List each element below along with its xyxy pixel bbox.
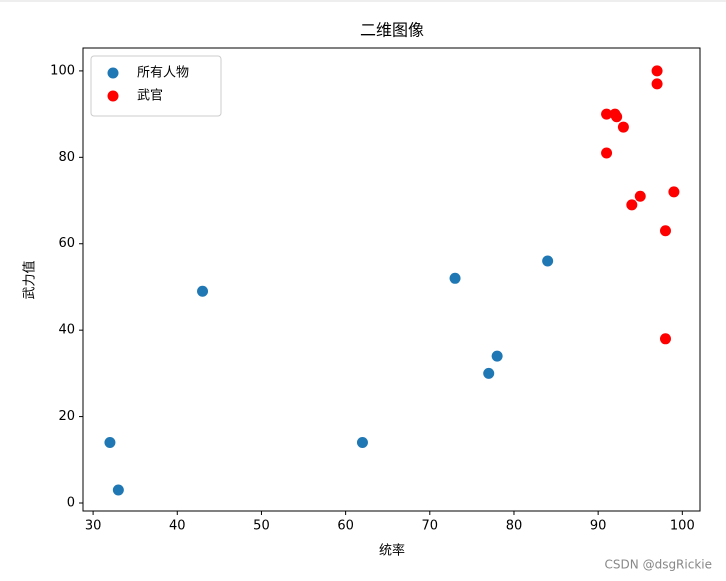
x-tick-label: 60 [337,519,354,534]
y-tick-label: 0 [67,496,75,511]
chart-title: 二维图像 [360,21,424,40]
scatter-point [611,111,623,123]
x-tick-label: 100 [670,519,695,534]
scatter-point [104,437,116,449]
scatter-point [634,190,646,202]
scatter-point [197,285,209,297]
watermark: CSDN @dsgRickie [605,558,712,572]
scatter-point [651,65,663,77]
y-axis-label: 武力值 [22,260,38,299]
scatter-point [601,147,613,159]
scatter-point [449,272,461,284]
legend-marker [107,67,119,79]
y-tick-label: 60 [58,236,75,251]
y-tick-label: 100 [50,63,75,78]
scatter-point [626,199,638,211]
legend-label: 所有人物 [137,66,189,81]
scatter-point [659,333,671,345]
scatter-point [356,437,368,449]
x-tick-label: 30 [85,519,102,534]
plot-frame [82,47,701,512]
scatter-point [601,108,613,120]
x-tick-label: 40 [169,519,186,534]
scatter-point [542,255,554,267]
scatter-point [659,225,671,237]
scatter-point [491,350,503,362]
x-axis-label: 统率 [379,543,405,559]
scatter-point [617,121,629,133]
y-tick-label: 40 [58,323,75,338]
x-tick-label: 90 [590,519,607,534]
y-tick-label: 20 [58,409,75,424]
scatter-point [483,367,495,379]
x-tick-label: 70 [422,519,439,534]
x-tick-label: 80 [506,519,523,534]
legend-marker [107,90,119,102]
x-tick-label: 50 [253,519,270,534]
scatter-point [651,78,663,90]
scatter-point [112,484,124,496]
scatter-point [668,186,680,198]
y-tick-label: 80 [58,150,75,165]
legend-label: 武官 [137,88,163,104]
legend-box [90,55,222,117]
